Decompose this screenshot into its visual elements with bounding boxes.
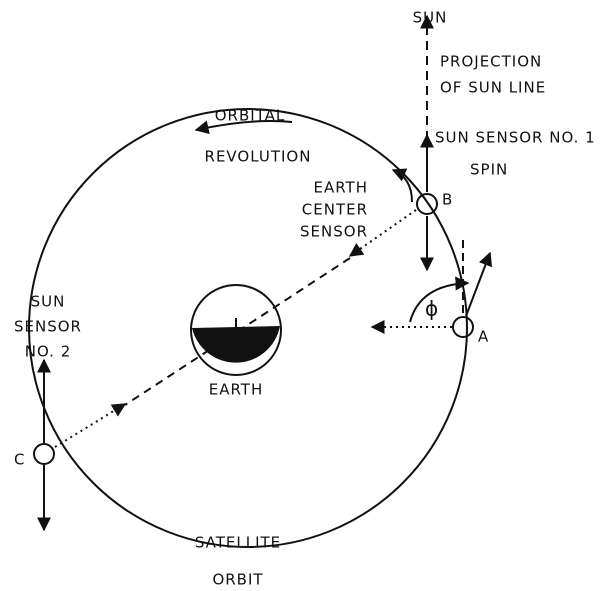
satellite-b xyxy=(416,193,438,215)
label: ORBITAL xyxy=(215,107,286,125)
label: PROJECTION xyxy=(440,53,542,71)
satellite-c xyxy=(33,443,55,465)
label: EARTH xyxy=(209,381,264,399)
earth-icon xyxy=(190,284,282,376)
label: ϕ xyxy=(425,297,439,321)
label: B xyxy=(442,191,453,209)
label: CENTER xyxy=(302,201,368,219)
label: NO. 2 xyxy=(25,343,72,361)
label: SENSOR xyxy=(300,223,368,241)
satellite-a xyxy=(452,316,474,338)
label: SENSOR xyxy=(14,318,82,336)
label: A xyxy=(478,328,489,346)
label: SUN SENSOR NO. 1 xyxy=(435,129,596,147)
label: ORBIT xyxy=(212,571,263,589)
label: EARTH xyxy=(313,179,368,197)
label: OF SUN LINE xyxy=(440,79,546,97)
label: C xyxy=(14,451,25,469)
label: REVOLUTION xyxy=(205,148,312,166)
orbit xyxy=(28,108,468,548)
label: SPIN xyxy=(470,161,508,179)
label: SUN xyxy=(31,293,66,311)
label: SATELLITE xyxy=(195,534,281,552)
lines xyxy=(37,14,493,532)
label: SUN xyxy=(413,9,448,27)
